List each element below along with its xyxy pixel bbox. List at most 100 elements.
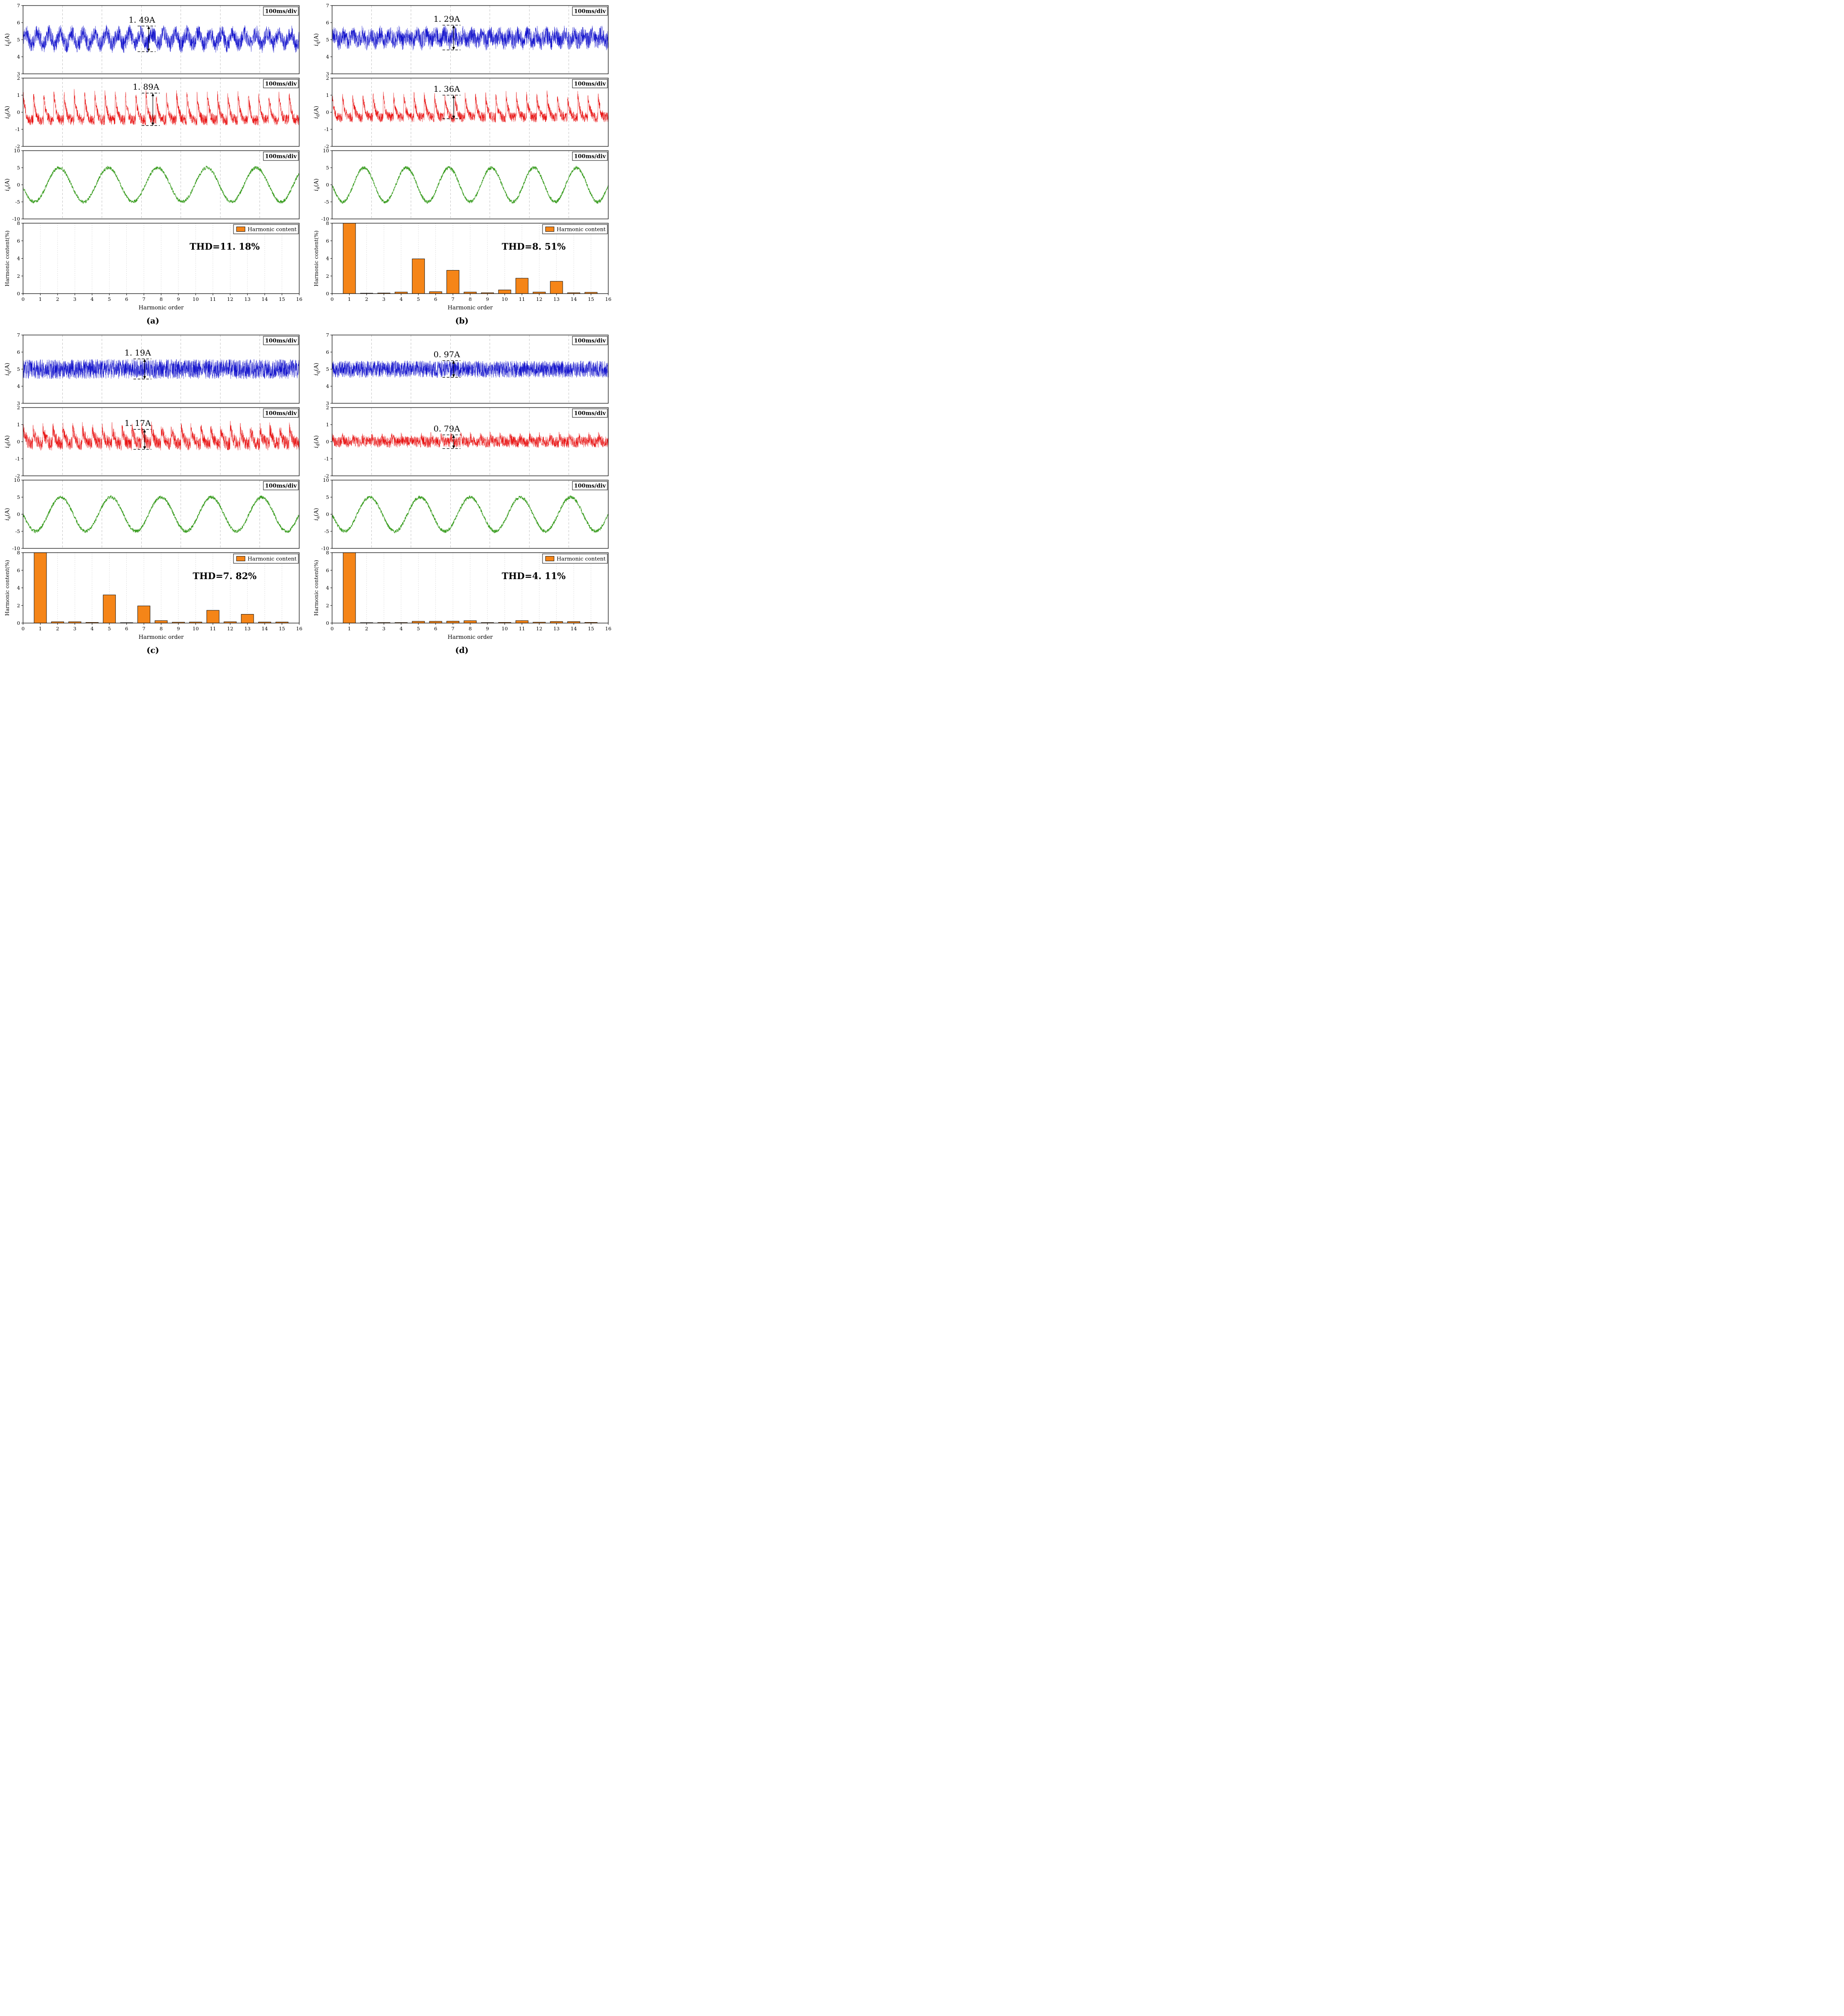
svg-text:8: 8 — [17, 221, 20, 226]
panel-caption-a: (a) — [146, 316, 160, 326]
id-waveform-plot-d: 0. 79A -2 -1 0 1 2 id(A) 100ms/div — [312, 405, 611, 478]
svg-text:10: 10 — [323, 149, 329, 154]
panel-caption-b: (b) — [455, 316, 469, 326]
svg-text:0: 0 — [326, 109, 329, 115]
svg-text:4: 4 — [326, 585, 329, 591]
svg-text:7: 7 — [142, 296, 145, 302]
svg-text:8: 8 — [160, 626, 163, 632]
panel-d: 0. 97A 3 4 5 6 7 iq(A) 100ms/div 0. 79A -2 -1 0 1 2 i… — [312, 333, 611, 661]
svg-text:9: 9 — [486, 296, 489, 302]
svg-text:5: 5 — [417, 626, 420, 632]
svg-text:6: 6 — [125, 296, 128, 302]
svg-text:4: 4 — [400, 626, 403, 632]
svg-text:16: 16 — [296, 296, 302, 302]
svg-text:4: 4 — [17, 383, 20, 389]
svg-text:5: 5 — [326, 165, 329, 171]
svg-text:Harmonic content(%): Harmonic content(%) — [4, 230, 10, 286]
svg-text:Harmonic content(%): Harmonic content(%) — [4, 560, 10, 616]
svg-text:0: 0 — [21, 626, 24, 632]
svg-text:-1: -1 — [15, 126, 20, 132]
svg-text:11: 11 — [519, 626, 525, 632]
svg-text:5: 5 — [17, 37, 20, 43]
svg-text:10: 10 — [502, 626, 508, 632]
svg-text:100ms/div: 100ms/div — [574, 338, 606, 344]
svg-text:2: 2 — [365, 626, 368, 632]
svg-text:1: 1 — [348, 626, 351, 632]
svg-text:10: 10 — [14, 149, 20, 154]
svg-text:16: 16 — [605, 626, 611, 632]
svg-text:Harmonic order: Harmonic order — [139, 305, 184, 311]
iq-waveform-plot-b: 1. 29A 3 4 5 6 7 iq(A) 100ms/div — [312, 3, 611, 76]
svg-text:Harmonic order: Harmonic order — [448, 305, 493, 311]
id-waveform-plot-b: 1. 36A -2 -1 0 1 2 id(A) 100ms/div — [312, 76, 611, 149]
svg-text:Harmonic content: Harmonic content — [248, 556, 297, 562]
svg-text:0: 0 — [17, 291, 20, 297]
svg-text:0: 0 — [17, 620, 20, 626]
svg-text:-5: -5 — [15, 528, 20, 534]
svg-text:2: 2 — [56, 296, 59, 302]
figure-root: 1. 49A 3 4 5 6 7 iq(A) 100ms/div 1. 89A -2 -1 0 1 2 i… — [0, 0, 615, 664]
svg-text:100ms/div: 100ms/div — [574, 9, 606, 15]
svg-text:4: 4 — [17, 54, 20, 60]
svg-text:12: 12 — [536, 626, 543, 632]
svg-text:6: 6 — [125, 626, 128, 632]
svg-text:iq(A): iq(A) — [4, 363, 12, 376]
svg-text:Harmonic content: Harmonic content — [557, 556, 606, 562]
svg-text:6: 6 — [17, 349, 20, 355]
svg-text:4: 4 — [326, 383, 329, 389]
svg-text:2: 2 — [17, 273, 20, 279]
svg-text:1: 1 — [326, 422, 329, 428]
svg-text:100ms/div: 100ms/div — [265, 81, 297, 87]
svg-text:-5: -5 — [324, 199, 329, 205]
svg-text:100ms/div: 100ms/div — [265, 154, 297, 160]
svg-text:12: 12 — [227, 626, 233, 632]
figure-row-bottom: 1. 19A 3 4 5 6 7 iq(A) 100ms/div 1. 17A -2 -1 0 1 2 i… — [3, 333, 611, 661]
svg-text:THD=7. 82%: THD=7. 82% — [193, 571, 257, 581]
svg-text:2: 2 — [326, 273, 329, 279]
svg-text:100ms/div: 100ms/div — [574, 411, 606, 417]
panel-b: 1. 29A 3 4 5 6 7 iq(A) 100ms/div 1. 36A -2 -1 0 1 2 i… — [312, 3, 611, 332]
svg-text:1. 17A: 1. 17A — [125, 419, 151, 428]
svg-text:5: 5 — [326, 494, 329, 500]
svg-text:THD=4. 11%: THD=4. 11% — [502, 571, 566, 581]
svg-text:iq(A): iq(A) — [4, 33, 12, 46]
svg-text:6: 6 — [17, 567, 20, 573]
svg-text:2: 2 — [17, 76, 20, 81]
svg-text:100ms/div: 100ms/div — [265, 338, 297, 344]
svg-text:6: 6 — [326, 567, 329, 573]
svg-text:6: 6 — [434, 296, 437, 302]
svg-text:8: 8 — [326, 551, 329, 556]
svg-text:Harmonic content(%): Harmonic content(%) — [313, 230, 319, 286]
svg-text:2: 2 — [365, 296, 368, 302]
svg-text:6: 6 — [17, 20, 20, 26]
svg-text:-1: -1 — [324, 126, 329, 132]
svg-text:4: 4 — [326, 54, 329, 60]
svg-text:8: 8 — [326, 221, 329, 226]
svg-text:6: 6 — [17, 238, 20, 244]
svg-text:13: 13 — [553, 626, 560, 632]
svg-text:Harmonic content: Harmonic content — [557, 226, 606, 233]
panel-caption-d: (d) — [455, 646, 469, 655]
svg-text:-2: -2 — [15, 473, 20, 478]
svg-text:-1: -1 — [15, 456, 20, 462]
svg-text:12: 12 — [536, 296, 543, 302]
svg-text:id(A): id(A) — [4, 435, 12, 448]
svg-text:1. 19A: 1. 19A — [125, 348, 151, 358]
svg-text:8: 8 — [469, 626, 472, 632]
panel-a: 1. 49A 3 4 5 6 7 iq(A) 100ms/div 1. 89A -2 -1 0 1 2 i… — [3, 3, 302, 332]
svg-text:2: 2 — [326, 405, 329, 411]
svg-text:8: 8 — [160, 296, 163, 302]
svg-text:-5: -5 — [15, 199, 20, 205]
svg-text:ia(A): ia(A) — [313, 178, 321, 191]
svg-text:7: 7 — [451, 296, 454, 302]
svg-text:7: 7 — [326, 3, 329, 9]
svg-text:2: 2 — [326, 76, 329, 81]
svg-text:ia(A): ia(A) — [4, 508, 12, 521]
svg-text:-1: -1 — [324, 456, 329, 462]
svg-text:2: 2 — [17, 405, 20, 411]
svg-text:id(A): id(A) — [4, 106, 12, 119]
svg-text:6: 6 — [326, 238, 329, 244]
svg-text:Harmonic order: Harmonic order — [139, 634, 184, 641]
svg-text:5: 5 — [108, 296, 111, 302]
svg-text:5: 5 — [417, 296, 420, 302]
